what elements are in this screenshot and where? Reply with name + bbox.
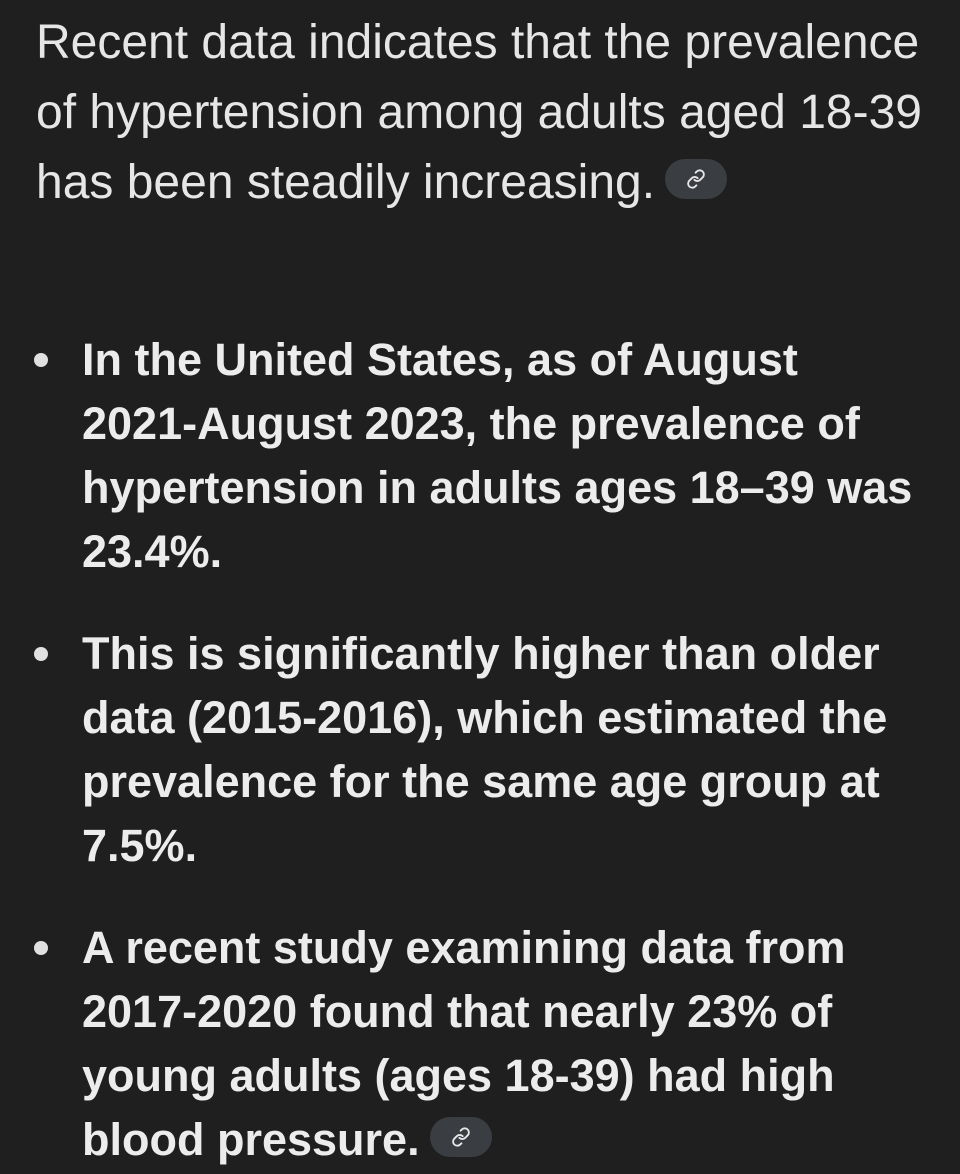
list-item: This is significantly higher than older … bbox=[0, 622, 960, 878]
citation-chip[interactable] bbox=[665, 159, 728, 200]
bullet-dot bbox=[34, 353, 48, 367]
citation-chip[interactable] bbox=[429, 1117, 492, 1158]
link-icon bbox=[451, 1127, 470, 1147]
bullet-dot bbox=[34, 941, 48, 955]
bullet-text: This is significantly higher than older … bbox=[82, 628, 888, 871]
bullet-list: In the United States, as of August 2021-… bbox=[0, 328, 960, 1174]
link-icon bbox=[687, 169, 705, 189]
bullet-text: In the United States, as of August 2021-… bbox=[82, 334, 913, 577]
bullet-text: A recent study examining data from 2017-… bbox=[82, 922, 846, 1165]
intro-text: Recent data indicates that the prevalenc… bbox=[36, 16, 922, 209]
intro-paragraph: Recent data indicates that the prevalenc… bbox=[36, 8, 936, 218]
list-item: In the United States, as of August 2021-… bbox=[0, 328, 960, 584]
bullet-dot bbox=[34, 647, 48, 661]
list-item: A recent study examining data from 2017-… bbox=[0, 916, 960, 1172]
